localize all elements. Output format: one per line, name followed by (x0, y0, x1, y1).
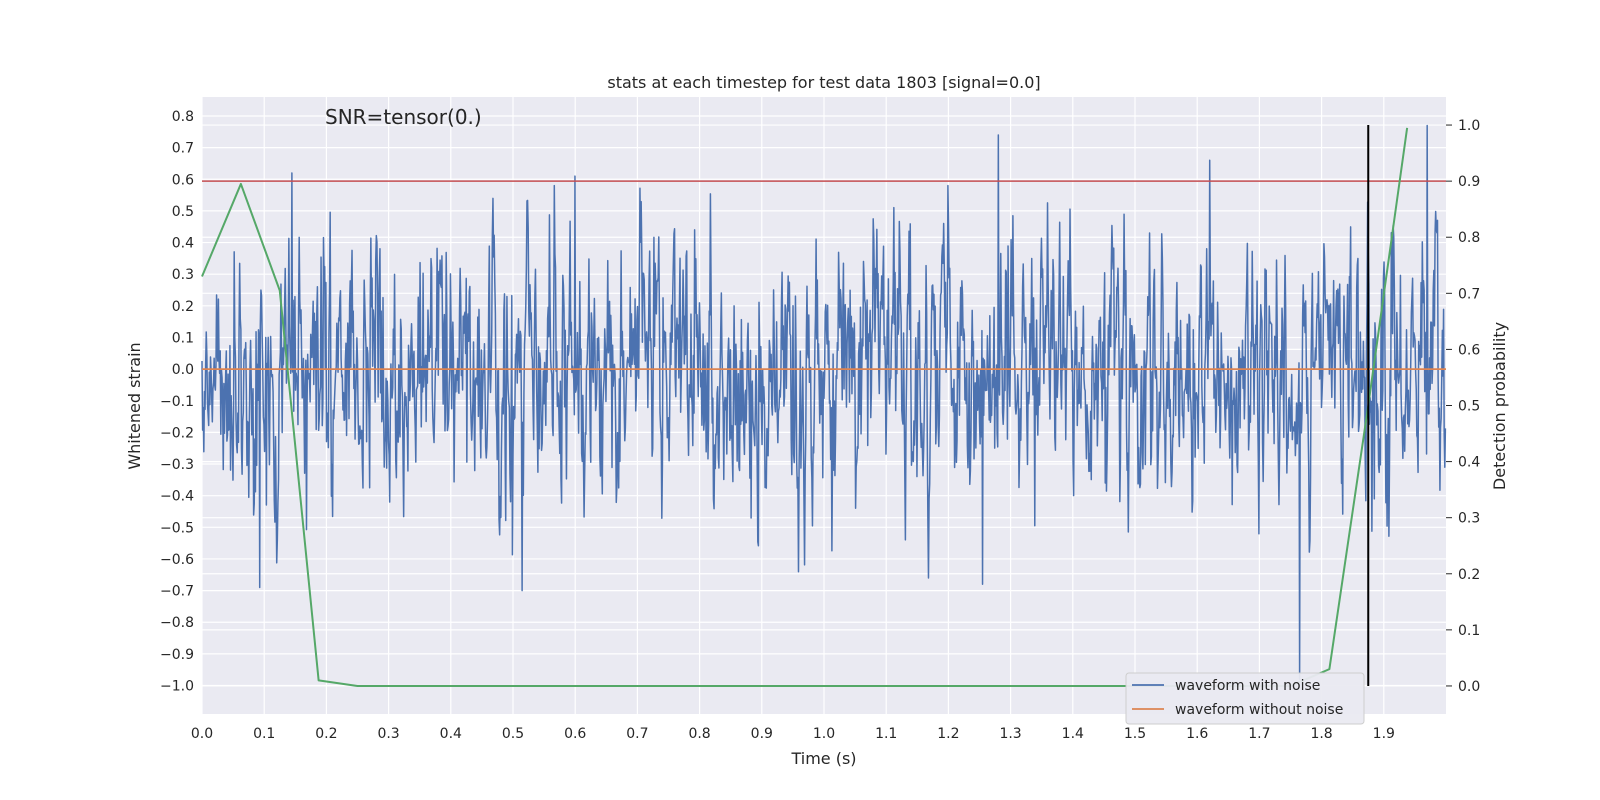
y2-tick-label: 0.3 (1458, 511, 1480, 527)
tick-layer: 0.0 0.1 0.2 0.3 0.4 0.5 0.6 0.7 0.8 0.9 1.0 1.1 1.2 1… (160, 109, 1480, 742)
y2-tick-label: 1.0 (1458, 118, 1480, 134)
y2-tick-label: 0.5 (1458, 399, 1480, 415)
y2-tick-label: 0.1 (1458, 623, 1480, 639)
x-tick-label: 0.9 (751, 726, 773, 742)
x-tick-label: 1.5 (1124, 726, 1146, 742)
y-tick-label: 0.3 (172, 267, 194, 283)
y-axis-title: Whitened strain (125, 342, 144, 469)
y-tick-label: 0.2 (172, 299, 194, 315)
y-tick-label: −0.7 (160, 584, 194, 600)
x-tick-label: 0.1 (253, 726, 275, 742)
y2-tick-label: 0.0 (1458, 679, 1480, 695)
y-tick-label: −0.5 (160, 520, 194, 536)
x-tick-label: 0.2 (315, 726, 337, 742)
x-tick-label: 0.5 (502, 726, 524, 742)
y2-tick-label: 0.6 (1458, 342, 1480, 358)
x-tick-label: 0.7 (626, 726, 648, 742)
y-tick-label: 0.1 (172, 330, 194, 346)
x-tick-label: 1.3 (999, 726, 1021, 742)
x-tick-label: 1.6 (1186, 726, 1208, 742)
x-tick-label: 0.4 (440, 726, 462, 742)
y-tick-label: −0.3 (160, 457, 194, 473)
chart-title: stats at each timestep for test data 180… (607, 73, 1040, 92)
y2-tick-label: 0.4 (1458, 455, 1480, 471)
annotation-snr: SNR=tensor(0.) (325, 105, 482, 129)
y-tick-label: 0.5 (172, 204, 194, 220)
y-tick-label: 0.8 (172, 109, 194, 125)
x-tick-label: 1.0 (813, 726, 835, 742)
series-detection-probability (201, 127, 1409, 687)
x-tick-label: 1.9 (1373, 726, 1395, 742)
legend-box (1125, 672, 1365, 725)
x-tick-label: 0.8 (688, 726, 710, 742)
x-tick-label: 1.1 (875, 726, 897, 742)
y2-tick-label: 0.9 (1458, 174, 1480, 190)
series-waveform-with-noise (201, 124, 1447, 680)
data-layer (201, 124, 1447, 687)
y-tick-label: −0.1 (160, 394, 194, 410)
legend: waveform with noise waveform without noi… (1125, 672, 1365, 725)
x-tick-label: 1.7 (1248, 726, 1270, 742)
y2-tick-label: 0.7 (1458, 286, 1480, 302)
x-tick-label: 0.0 (191, 726, 213, 742)
y-tick-label: 0.4 (172, 236, 194, 252)
x-tick-label: 1.8 (1310, 726, 1332, 742)
legend-label-clean: waveform without noise (1175, 702, 1343, 718)
y2-axis-title: Detection probability (1490, 322, 1509, 490)
x-tick-label: 1.4 (1062, 726, 1084, 742)
y-tick-label: −0.6 (160, 552, 194, 568)
y-tick-label: −0.8 (160, 615, 194, 631)
legend-label-noise: waveform with noise (1175, 678, 1320, 694)
y2-tick-label: 0.8 (1458, 230, 1480, 246)
y-tick-label: −1.0 (160, 679, 194, 695)
x-tick-label: 1.2 (937, 726, 959, 742)
x-axis-title: Time (s) (790, 749, 856, 768)
y-tick-label: 0.0 (172, 362, 194, 378)
y2-tick-label: 0.2 (1458, 567, 1480, 583)
y-tick-label: 0.7 (172, 141, 194, 157)
x-tick-label: 0.3 (377, 726, 399, 742)
y-tick-label: −0.2 (160, 425, 194, 441)
x-tick-label: 0.6 (564, 726, 586, 742)
y-tick-label: −0.4 (160, 489, 194, 505)
y-tick-label: 0.6 (172, 172, 194, 188)
y-tick-label: −0.9 (160, 647, 194, 663)
